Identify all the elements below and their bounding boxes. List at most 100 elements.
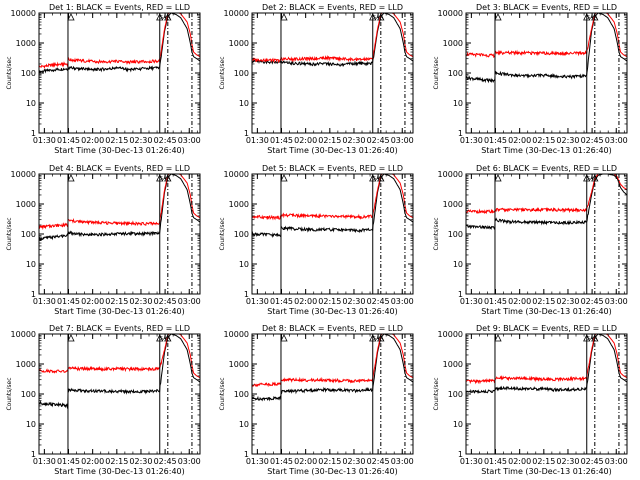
x-tick-label: 02:00 — [508, 457, 531, 466]
y-tick-label: 10 — [239, 260, 249, 269]
y-tick-label: 1 — [458, 129, 463, 138]
saa-marker-icon — [164, 174, 172, 182]
x-tick-label: 01:45 — [484, 457, 507, 466]
panel-title: Det 3: BLACK = Events, RED = LLD — [476, 3, 617, 12]
x-tick-label: 02:00 — [81, 457, 104, 466]
saa-marker-icon — [67, 13, 75, 21]
y-tick-label: 10000 — [224, 170, 249, 179]
y-tick-label: 1 — [31, 129, 36, 138]
y-tick-label: 1 — [31, 450, 36, 459]
saa-marker-icon — [377, 13, 385, 21]
x-tick-label: 02:15 — [532, 136, 555, 145]
x-tick-label: 02:30 — [129, 457, 152, 466]
lld-series-line — [252, 13, 413, 64]
y-tick-label: 10 — [239, 99, 249, 108]
plot-frame — [251, 12, 414, 134]
events-series-line — [466, 174, 627, 231]
y-tick-label: 1 — [458, 450, 463, 459]
x-tick-label: 02:00 — [294, 136, 317, 145]
x-tick-label: 02:45 — [581, 457, 604, 466]
saa-marker-icon — [494, 334, 502, 342]
saa-marker-icon — [494, 174, 502, 182]
y-tick-label: 10000 — [438, 9, 463, 18]
lld-series-line — [39, 174, 200, 231]
x-tick-label: 02:30 — [556, 136, 579, 145]
detector-panel: SAA11010010001000001:3001:4502:0002:1502… — [6, 164, 201, 316]
x-tick-label: 02:45 — [581, 136, 604, 145]
panel-title: Det 5: BLACK = Events, RED = LLD — [262, 164, 403, 173]
y-tick-label: 1 — [458, 290, 463, 299]
x-tick-label: 01:30 — [460, 136, 483, 145]
detector-panel: SAA11010010001000001:3001:4502:0002:1502… — [433, 324, 628, 476]
x-tick-label: 03:00 — [391, 136, 414, 145]
x-tick-label: 02:45 — [154, 136, 177, 145]
y-axis-label: Counts/sec — [433, 217, 440, 250]
x-axis-label: Start Time (30-Dec-13 01:26:40) — [54, 467, 185, 476]
detector-panel: SAA11010010001000001:3001:4502:0002:1502… — [219, 164, 414, 316]
x-tick-label: 02:45 — [367, 297, 390, 306]
y-axis-label: Counts/sec — [433, 377, 440, 410]
y-tick-label: 10 — [26, 260, 36, 269]
x-tick-label: 02:15 — [318, 457, 341, 466]
saa-marker-icon — [164, 334, 172, 342]
y-tick-label: 10000 — [224, 330, 249, 339]
x-tick-label: 03:00 — [178, 457, 201, 466]
x-axis-label: Start Time (30-Dec-13 01:26:40) — [267, 467, 398, 476]
saa-marker-icon — [164, 13, 172, 21]
x-tick-label: 01:45 — [57, 297, 80, 306]
panel-title: Det 4: BLACK = Events, RED = LLD — [49, 164, 190, 173]
panel-title: Det 9: BLACK = Events, RED = LLD — [476, 324, 617, 333]
saa-marker-icon — [591, 174, 599, 182]
x-tick-label: 01:45 — [270, 136, 293, 145]
events-series-line — [252, 174, 413, 239]
detector-panel: SAA11010010001000001:3001:4502:0002:1502… — [6, 324, 201, 476]
y-tick-label: 100 — [21, 230, 36, 239]
saa-marker-icon — [369, 174, 377, 182]
x-tick-label: 02:15 — [318, 297, 341, 306]
x-tick-label: 02:15 — [318, 136, 341, 145]
events-series-line — [39, 174, 200, 241]
y-tick-label: 10000 — [438, 330, 463, 339]
lld-series-line — [252, 174, 413, 221]
y-tick-label: 100 — [448, 390, 463, 399]
y-axis-label: Counts/sec — [219, 217, 226, 250]
plot-frame — [251, 173, 414, 295]
y-axis-label: Counts/sec — [6, 217, 13, 250]
x-axis-label: Start Time (30-Dec-13 01:26:40) — [54, 146, 185, 155]
x-tick-label: 01:30 — [33, 297, 56, 306]
x-tick-label: 02:30 — [342, 136, 365, 145]
x-tick-label: 03:00 — [605, 457, 628, 466]
x-tick-label: 01:45 — [484, 136, 507, 145]
x-tick-label: 02:45 — [154, 297, 177, 306]
y-tick-label: 10000 — [11, 330, 36, 339]
saa-marker-icon — [591, 334, 599, 342]
y-tick-label: 1000 — [229, 39, 249, 48]
plot-frame — [465, 173, 628, 295]
y-tick-label: 100 — [21, 390, 36, 399]
y-tick-label: 100 — [448, 230, 463, 239]
saa-marker-icon — [280, 334, 288, 342]
saa-marker-icon — [67, 334, 75, 342]
x-tick-label: 02:45 — [581, 297, 604, 306]
detector-panel: SAA11010010001000001:3001:4502:0002:1502… — [219, 324, 414, 476]
y-tick-label: 10 — [26, 420, 36, 429]
y-axis-label: Counts/sec — [6, 377, 13, 410]
x-tick-label: 01:30 — [246, 136, 269, 145]
panel-title: Det 6: BLACK = Events, RED = LLD — [476, 164, 617, 173]
x-tick-label: 02:15 — [532, 457, 555, 466]
saa-marker-icon — [583, 13, 591, 21]
panel-title: Det 8: BLACK = Events, RED = LLD — [262, 324, 403, 333]
x-tick-label: 02:30 — [342, 297, 365, 306]
x-axis-label: Start Time (30-Dec-13 01:26:40) — [481, 307, 612, 316]
y-tick-label: 10 — [239, 420, 249, 429]
x-tick-label: 01:45 — [484, 297, 507, 306]
lld-series-line — [252, 334, 413, 388]
saa-marker-icon — [377, 174, 385, 182]
detector-panel: SAA11010010001000001:3001:4502:0002:1502… — [433, 164, 628, 316]
plot-frame — [465, 12, 628, 134]
saa-marker-icon — [156, 334, 164, 342]
y-tick-label: 1000 — [443, 360, 463, 369]
x-tick-label: 02:15 — [105, 136, 128, 145]
y-tick-label: 100 — [448, 69, 463, 78]
events-series-line — [252, 334, 413, 402]
